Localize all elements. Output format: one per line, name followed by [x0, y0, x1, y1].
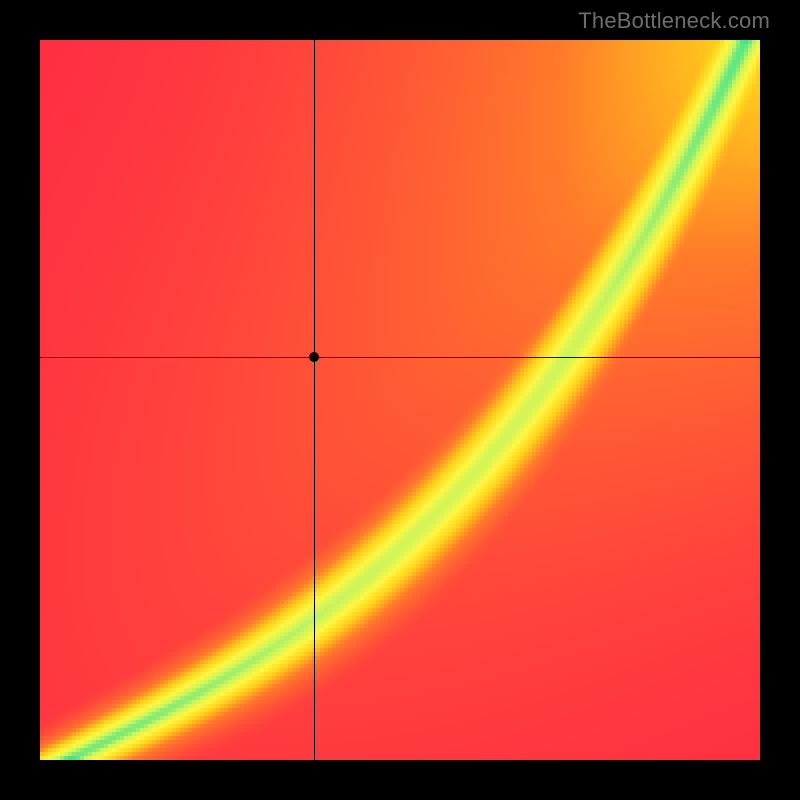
- heatmap-canvas: [40, 40, 760, 760]
- page-container: TheBottleneck.com: [0, 0, 800, 800]
- crosshair-horizontal: [40, 357, 760, 358]
- crosshair-vertical: [314, 40, 315, 760]
- plot-area: [40, 40, 760, 760]
- watermark-text: TheBottleneck.com: [578, 8, 770, 34]
- crosshair-marker: [309, 352, 319, 362]
